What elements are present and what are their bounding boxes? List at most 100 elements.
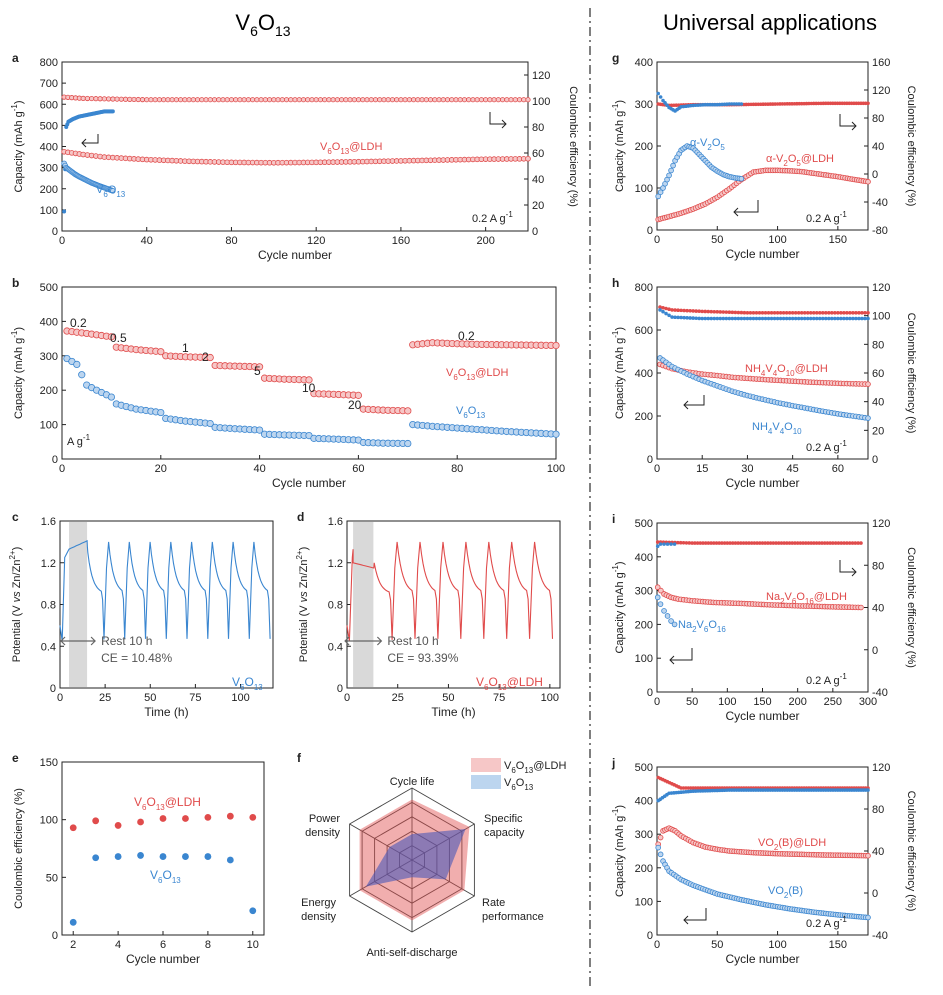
data-point <box>279 97 285 103</box>
data-point <box>793 316 798 321</box>
label-part: 13 <box>524 766 533 775</box>
label-part: 13 <box>466 373 475 382</box>
label-part: 6 <box>484 683 489 692</box>
label-part: 0.2 A g <box>806 675 840 687</box>
data-point <box>695 541 700 545</box>
data-point <box>668 618 674 624</box>
y-axis-label: Capacity (mAh g-1) <box>611 805 626 897</box>
data-point <box>137 852 144 859</box>
x-tick-label: 150 <box>753 696 771 708</box>
data-point <box>712 309 717 314</box>
y-tick-label: 400 <box>40 316 58 328</box>
data-point <box>865 914 871 921</box>
data-point <box>839 316 843 321</box>
data-point <box>432 97 438 103</box>
y-tick-label: 200 <box>40 385 58 397</box>
arrow-left-axis <box>683 395 705 410</box>
data-point <box>521 97 527 103</box>
data-point <box>724 316 729 321</box>
data-point <box>814 541 819 545</box>
y-tick-label: 0 <box>337 683 343 695</box>
y-tick-label: 300 <box>635 829 653 841</box>
data-point <box>720 541 724 545</box>
data-point <box>152 97 158 103</box>
data-point <box>728 541 732 545</box>
data-point <box>825 541 830 545</box>
data-point <box>118 96 124 102</box>
y2-tick-label: 160 <box>872 57 890 69</box>
data-point <box>665 542 670 546</box>
data-point <box>670 162 676 169</box>
data-point <box>727 316 732 321</box>
label-part: V <box>150 868 158 882</box>
label-part: @LDH <box>795 363 828 375</box>
data-point <box>226 856 234 864</box>
x-tick-label: 10 <box>247 939 259 951</box>
data-point <box>508 97 514 103</box>
data-point <box>69 918 77 926</box>
y-tick-label: 100 <box>635 896 653 908</box>
data-point <box>682 308 686 313</box>
label-part: vs <box>298 591 310 603</box>
label-part: -1 <box>10 104 19 112</box>
label-part: V <box>772 421 780 433</box>
y2-tick-label: 80 <box>532 122 544 134</box>
arrow-left-axis <box>733 200 759 217</box>
y2-tick-label: 120 <box>872 282 890 294</box>
data-point <box>173 97 179 103</box>
label-part: -1 <box>840 210 848 219</box>
data-point <box>691 309 695 313</box>
data-point <box>182 97 188 103</box>
data-point <box>866 311 870 315</box>
label-part: Zn/Zn <box>298 560 310 592</box>
data-point <box>470 97 476 103</box>
label-part: 6 <box>792 597 797 606</box>
y2-tick-label: 80 <box>872 560 884 572</box>
data-point <box>525 97 531 103</box>
data-point <box>806 541 811 545</box>
label-part: 2 <box>783 159 788 168</box>
data-point <box>495 97 501 103</box>
data-point <box>706 309 711 314</box>
data-point <box>658 587 664 594</box>
data-point <box>853 541 858 545</box>
panel-h: 0 15 30 45 600200400600800020406080100120Cou… <box>611 282 917 490</box>
data-point <box>678 540 683 545</box>
x-tick-label: 8 <box>205 939 211 951</box>
data-point <box>525 155 531 162</box>
data-point <box>436 97 442 103</box>
data-point <box>805 311 810 315</box>
data-point <box>751 311 756 315</box>
data-point <box>736 310 741 315</box>
rate-label: 0.2 <box>70 316 87 330</box>
data-point <box>793 311 798 315</box>
y-tick-label: 0 <box>52 226 58 238</box>
data-point <box>487 97 493 103</box>
rate-label: 20 <box>348 398 362 412</box>
data-point <box>757 316 762 321</box>
data-point <box>847 541 852 545</box>
x-tick-label: 0 <box>654 234 660 246</box>
x-tick-label: 6 <box>160 939 166 951</box>
data-point <box>824 316 828 321</box>
x-tick-label: 20 <box>155 463 167 475</box>
data-point <box>790 316 795 321</box>
label-part: Zn/Zn <box>11 560 23 592</box>
y-tick-label: 400 <box>40 142 58 154</box>
data-point <box>801 541 805 545</box>
y2-tick-label: -80 <box>872 225 888 237</box>
data-point <box>744 541 749 545</box>
data-point <box>165 97 171 103</box>
y-tick-label: 300 <box>40 163 58 175</box>
data-point <box>216 97 222 103</box>
label-part: -1 <box>10 330 19 338</box>
data-point <box>798 541 803 545</box>
panel-letter-j: j <box>611 756 615 770</box>
radar-axis-label: performance <box>482 911 544 923</box>
arrow-right-axis <box>489 112 507 129</box>
y2-tick-label: 0 <box>872 454 878 466</box>
label-part: 2 <box>780 597 785 606</box>
y2-axis-label: Coulombic efficiency (%) <box>905 791 917 912</box>
data-point <box>338 97 345 103</box>
data-point <box>107 393 116 401</box>
